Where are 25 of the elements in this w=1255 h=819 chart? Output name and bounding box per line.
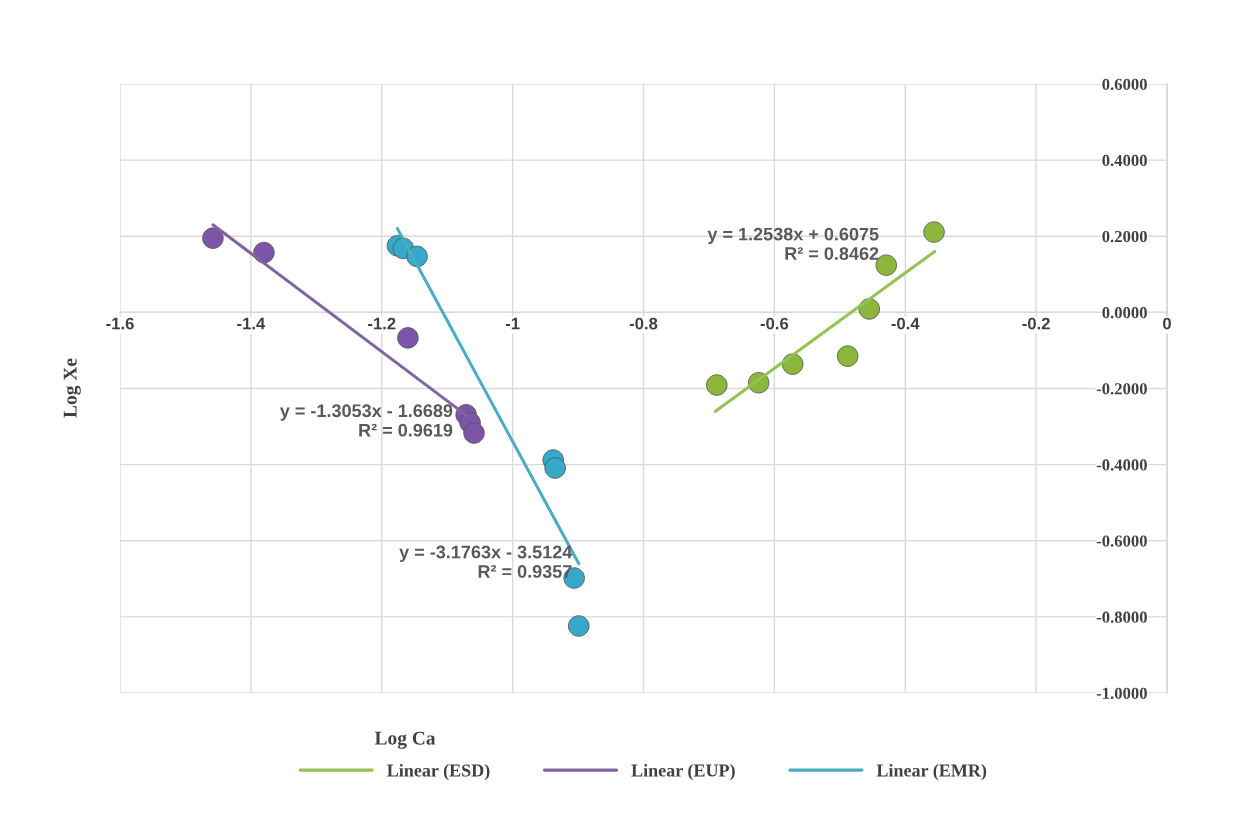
x-tick-label: -0.2 — [1022, 317, 1050, 330]
x-tick-label: -0.4 — [891, 317, 920, 330]
annotation: y = 1.2538x + 0.6075 R² = 0.8462 — [707, 227, 879, 260]
annotation: y = -1.3053x - 1.6689 R² = 0.9619 — [279, 404, 453, 437]
y-tick-label: -0.4000 — [1096, 459, 1147, 471]
y-tick-label: 0.2000 — [1102, 230, 1147, 243]
y-tick-label: 0.0000 — [1102, 307, 1147, 319]
y-tick-label: -0.6000 — [1096, 535, 1147, 547]
x-tick-label: -1 — [505, 317, 520, 330]
x-tick-label: -0.8 — [629, 317, 658, 330]
y-tick-label: -0.8000 — [1096, 611, 1147, 623]
x-tick-label: -1.4 — [237, 317, 266, 330]
x-axis-title: Log Ca — [374, 731, 436, 749]
legend-label: Linear (ESD) — [387, 763, 490, 781]
legend-label: Linear (EUP) — [631, 763, 735, 781]
y-axis-title: Log Xe — [63, 358, 81, 418]
y-tick-label: 0.4000 — [1102, 154, 1147, 167]
x-tick-label: -1.2 — [368, 317, 396, 330]
y-tick-label: -1.0000 — [1096, 687, 1147, 700]
y-tick-label: -0.2000 — [1096, 383, 1147, 395]
legend-label: Linear (EMR) — [876, 763, 987, 781]
x-tick-label: 0 — [1163, 317, 1171, 330]
x-tick-label: -0.6 — [760, 317, 789, 330]
x-tick-label: -1.6 — [106, 317, 134, 330]
y-tick-label: 0.6000 — [1102, 78, 1147, 91]
